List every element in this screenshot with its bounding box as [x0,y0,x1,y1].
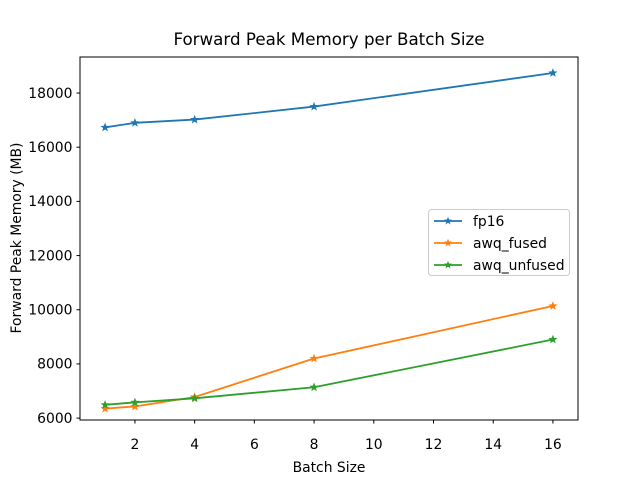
data-point-marker-fp16 [190,114,200,124]
legend-marker-awq_fused [443,238,453,247]
data-point-marker-awq_unfused [100,400,110,409]
y-tick-label: 8000 [37,357,72,373]
x-tick-label: 16 [544,437,562,453]
plot-area: 2 4 6 8 10 12 14 16 6000 8000 10000 12000 14000 16000… [28,56,579,453]
x-tick-label: 8 [310,437,319,453]
data-point-marker-awq_unfused [130,397,140,407]
series-line-awq_unfused [105,338,554,406]
x-tick-label: 4 [190,437,199,453]
data-point-marker-fp16 [548,68,558,77]
legend-label-awq_fused: awq_fused [473,236,547,252]
legend-label-fp16: fp16 [473,214,504,230]
y-tick-label: 16000 [28,140,72,156]
data-point-marker-fp16 [100,122,110,132]
data-point-marker-awq_fused [309,353,319,363]
x-tick-label: 14 [484,437,502,453]
x-tick-label: 10 [365,437,383,453]
y-tick-label: 10000 [28,303,72,319]
y-tick-label: 18000 [28,86,72,102]
legend-label-awq_unfused: awq_unfused [473,258,565,274]
series-line-awq_fused [105,305,554,410]
x-tick-label: 6 [250,437,259,453]
data-point-marker-fp16 [130,118,140,127]
x-tick-label: 2 [131,437,140,453]
data-point-marker-awq_unfused [548,334,558,344]
x-tick-label: 12 [425,437,443,453]
chart-title: Forward Peak Memory per Batch Size [173,29,484,49]
y-axis-label: Forward Peak Memory (MB) [9,143,25,334]
data-point-marker-awq_fused [100,403,110,413]
data-point-marker-awq_fused [130,401,140,411]
data-point-marker-awq_fused [548,301,558,310]
series-line-fp16 [104,72,554,129]
legend-marker-fp16 [443,216,453,225]
data-point-marker-fp16 [309,101,319,111]
legend-marker-awq_unfused [443,260,453,269]
data-point-marker-awq_unfused [309,382,319,392]
legend-box [428,209,570,276]
y-tick-label: 6000 [37,411,72,427]
y-tick-label: 12000 [28,248,72,264]
axes-spines [79,56,579,421]
x-axis-label: Batch Size [293,460,366,476]
y-tick-label: 14000 [28,194,72,210]
data-point-marker-awq_unfused [190,393,200,403]
